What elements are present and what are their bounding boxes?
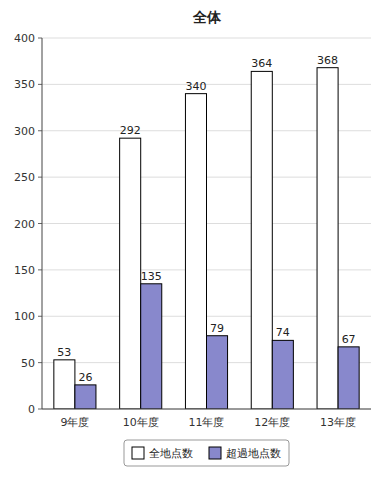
- x-tick-label: 11年度: [189, 416, 225, 429]
- grid-line: [42, 409, 371, 410]
- bar: [338, 347, 359, 409]
- legend-frame: [124, 440, 289, 466]
- data-label: 53: [57, 346, 71, 359]
- y-tick: [38, 177, 42, 178]
- bar: [120, 138, 141, 409]
- x-tick-label: 9年度: [60, 416, 89, 429]
- y-tick: [38, 130, 42, 131]
- title: 全体: [192, 9, 222, 25]
- y-tick-label: 250: [14, 171, 35, 184]
- legend: 全地点数 超過地点数: [124, 440, 289, 466]
- y-tick-label: 100: [14, 310, 35, 323]
- grid: [42, 38, 371, 409]
- x-tick-label: 12年度: [254, 416, 290, 429]
- y-tick: [38, 409, 42, 410]
- bar: [75, 385, 96, 409]
- data-label: 26: [78, 371, 92, 384]
- bars: [54, 68, 359, 409]
- data-label: 364: [251, 57, 272, 70]
- bar: [272, 340, 293, 409]
- data-label: 74: [276, 326, 290, 339]
- y-axis: [42, 38, 43, 409]
- y-tick-label: 150: [14, 264, 35, 277]
- x-axis: [42, 409, 371, 410]
- data-label: 79: [210, 322, 224, 335]
- y-tick-label: 0: [28, 403, 35, 416]
- data-label: 340: [185, 80, 206, 93]
- bar: [207, 336, 228, 409]
- y-tick: [38, 362, 42, 363]
- y-tick: [38, 316, 42, 317]
- bar: [317, 68, 338, 409]
- y-tick-label: 50: [21, 357, 35, 370]
- data-label: 135: [141, 270, 162, 283]
- x-tick-label: 10年度: [123, 416, 159, 429]
- y-tick: [38, 223, 42, 224]
- chart-container: 全体 0 50 100 150 200 250 300 350 400 53 292 340 364 368…: [0, 0, 385, 487]
- y-tick: [38, 269, 42, 270]
- bar: [141, 284, 162, 409]
- bar: [54, 360, 75, 409]
- data-labels: 53 292 340 364 368 26 135 79 74 67: [57, 54, 355, 384]
- y-tick-label: 300: [14, 125, 35, 138]
- chart: 全体 0 50 100 150 200 250 300 350 400 53 292 340 364 368…: [0, 0, 385, 487]
- y-tick-label: 200: [14, 218, 35, 231]
- legend-label: 超過地点数: [226, 447, 281, 460]
- data-label: 292: [120, 124, 141, 137]
- bar: [251, 71, 272, 409]
- y-tick-label: 400: [14, 32, 35, 45]
- y-tick-label: 350: [14, 78, 35, 91]
- y-tick: [38, 84, 42, 85]
- data-label: 368: [317, 54, 338, 67]
- data-label: 67: [342, 333, 356, 346]
- grid-line: [42, 38, 371, 39]
- x-tick-label: 13年度: [320, 416, 356, 429]
- legend-swatch: [209, 447, 221, 459]
- legend-swatch: [132, 447, 144, 459]
- y-tick: [38, 38, 42, 39]
- legend-label: 全地点数: [149, 447, 193, 460]
- bar: [185, 94, 206, 409]
